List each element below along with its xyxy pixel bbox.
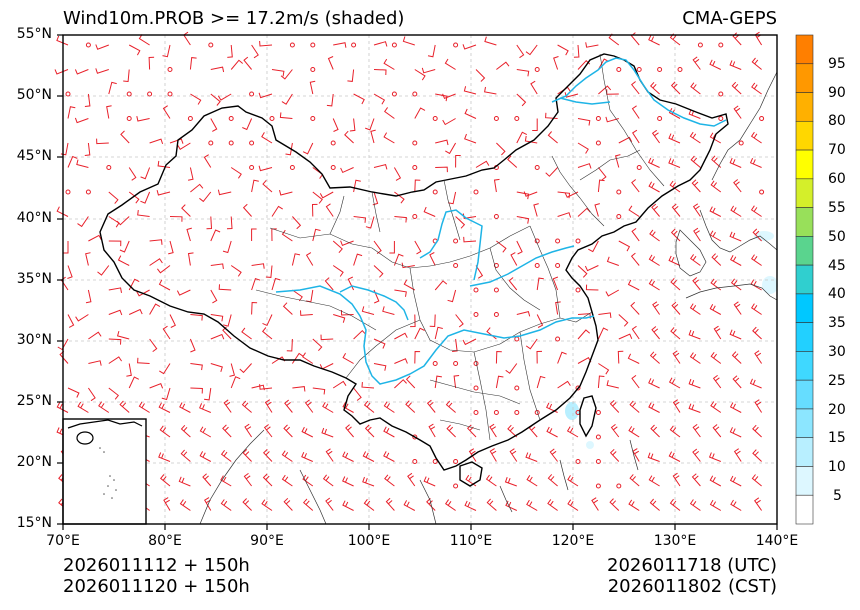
colorbar-label: 40 — [828, 286, 846, 302]
y-tick-20n: 20°N — [16, 454, 52, 470]
x-tick-140e: 140°E — [755, 533, 799, 549]
model-name: CMA-GEPS — [682, 8, 777, 29]
y-tick-30n: 30°N — [16, 332, 52, 348]
valid-time-cst: 2026011802 (CST) — [607, 576, 777, 597]
y-tick-15n: 15°N — [16, 515, 52, 531]
plot-frame — [57, 34, 778, 530]
valid-time-block: 2026011718 (UTC) 2026011802 (CST) — [607, 555, 777, 597]
chart-title: Wind10m.PROB >= 17.2m/s (shaded) — [63, 8, 405, 29]
y-tick-35n: 35°N — [16, 271, 52, 287]
south-china-sea-inset — [62, 418, 147, 525]
colorbar-label: 50 — [828, 229, 846, 245]
init-time-block: 2026011112 + 150h 2026011120 + 150h — [63, 555, 250, 597]
valid-time-utc: 2026011718 (UTC) — [607, 555, 777, 576]
rivers — [275, 57, 727, 385]
colorbar-label: 25 — [828, 373, 846, 389]
country-borders — [99, 53, 729, 487]
colorbar-label: 20 — [828, 402, 846, 418]
y-tick-50n: 50°N — [16, 87, 52, 103]
colorbar-label: 35 — [828, 315, 846, 331]
init-time-utc: 2026011112 + 150h — [63, 555, 250, 576]
coastlines — [199, 71, 778, 525]
x-tick-110e: 110°E — [449, 533, 493, 549]
colorbar-label: 55 — [828, 200, 846, 216]
init-time-cst: 2026011120 + 150h — [63, 576, 250, 597]
colorbar-label: 30 — [828, 344, 846, 360]
y-tick-40n: 40°N — [16, 210, 52, 226]
colorbar-label: 70 — [828, 142, 846, 158]
x-tick-120e: 120°E — [551, 533, 595, 549]
x-tick-90e: 90°E — [250, 533, 284, 549]
y-tick-45n: 45°N — [16, 148, 52, 164]
colorbar — [795, 34, 814, 525]
x-tick-70e: 70°E — [46, 533, 80, 549]
colorbar-label: 95 — [828, 56, 846, 72]
colorbar-label: 15 — [828, 430, 846, 446]
graticule — [63, 35, 777, 524]
x-tick-130e: 130°E — [653, 533, 697, 549]
x-tick-80e: 80°E — [148, 533, 182, 549]
colorbar-label: 45 — [828, 258, 846, 274]
probability-shading — [565, 231, 778, 449]
colorbar-label: 60 — [828, 171, 846, 187]
y-tick-55n: 55°N — [16, 26, 52, 42]
province-borders — [255, 53, 665, 441]
colorbar-label: 80 — [828, 113, 846, 129]
wind-barbs — [54, 31, 765, 511]
y-tick-25n: 25°N — [16, 393, 52, 409]
colorbar-label: 90 — [828, 85, 846, 101]
x-tick-100e: 100°E — [347, 533, 391, 549]
colorbar-label: 5 — [833, 488, 842, 504]
colorbar-label: 10 — [828, 459, 846, 475]
